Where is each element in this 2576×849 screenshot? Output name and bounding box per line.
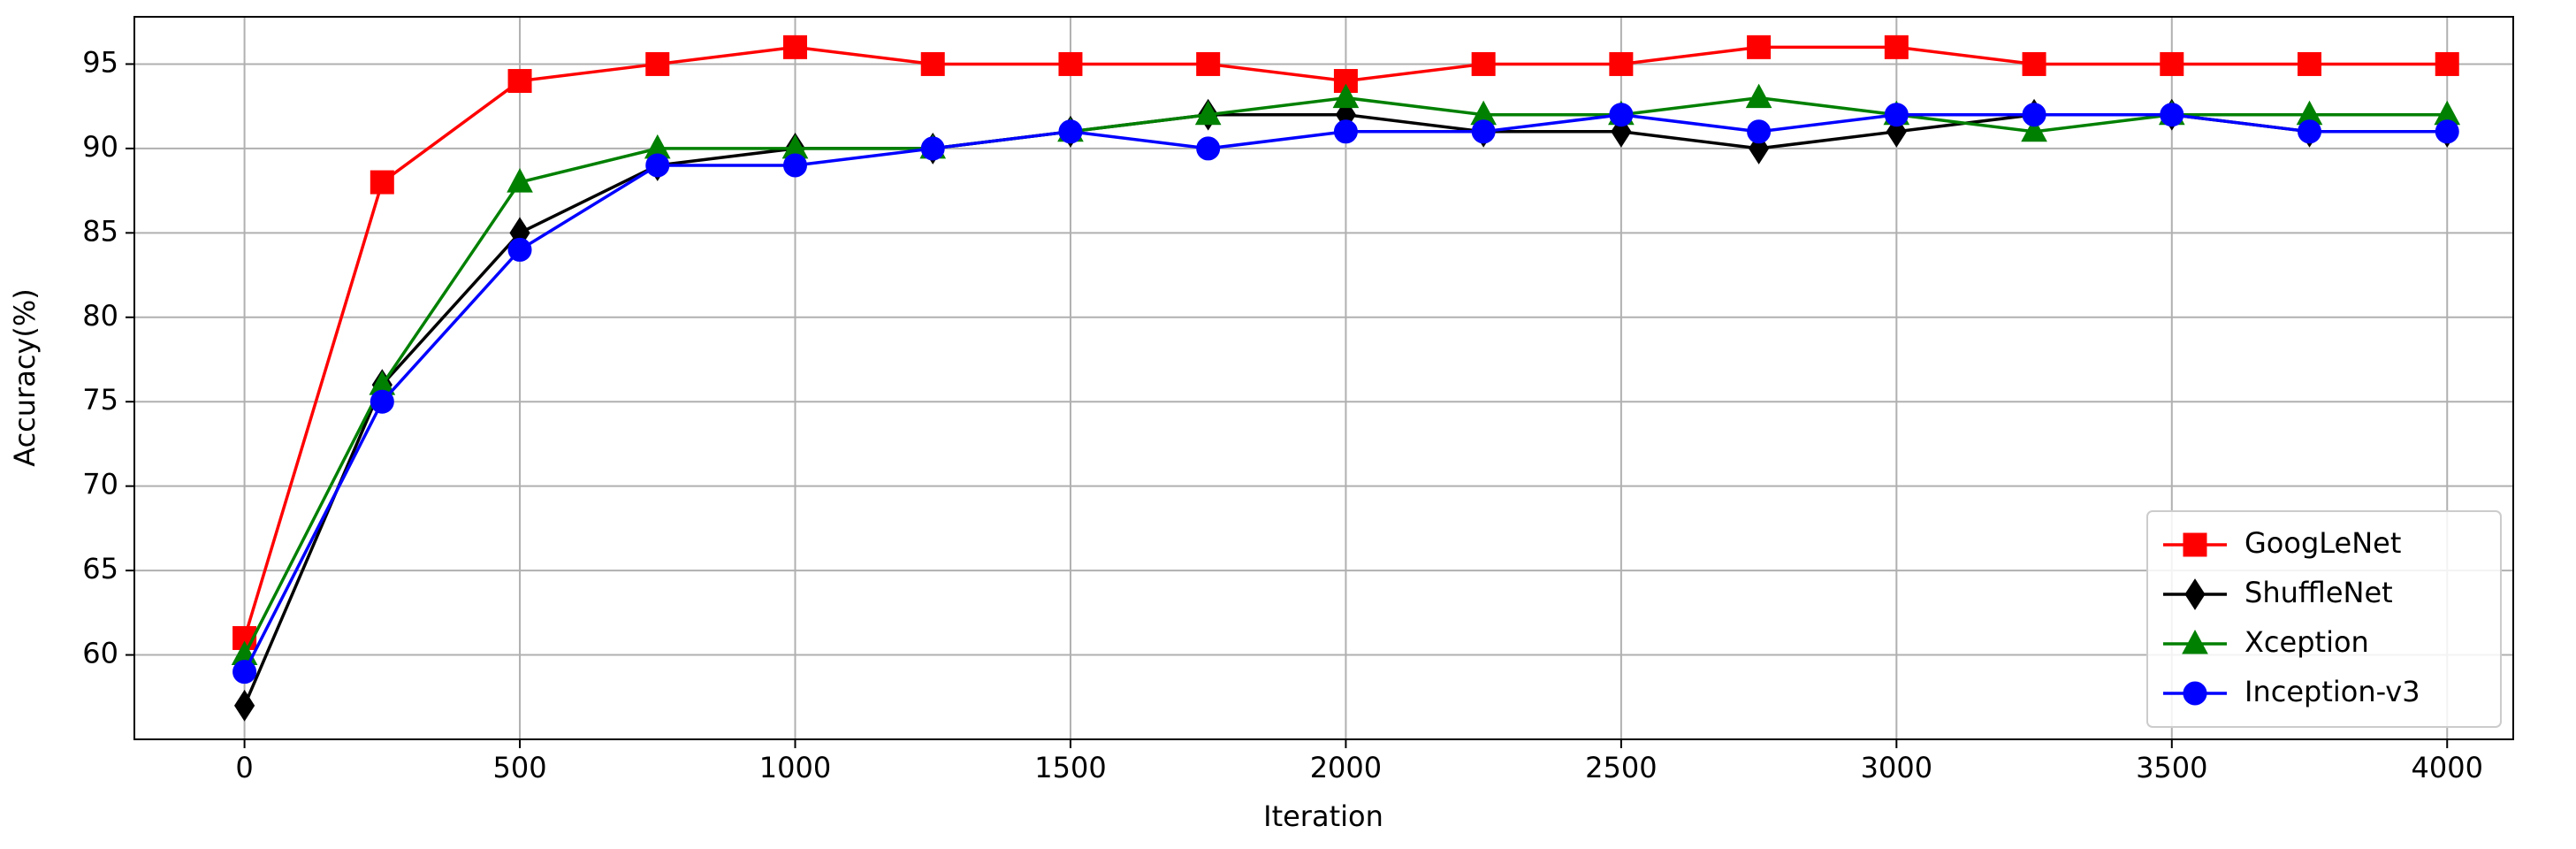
x-tick-label: 1500 (1034, 751, 1106, 784)
legend-label: GoogLeNet (2244, 526, 2401, 560)
y-axis-label: Accuracy(%) (8, 288, 42, 466)
y-tick-label: 90 (82, 130, 118, 164)
x-tick-label: 3500 (2136, 751, 2207, 784)
marker (1747, 119, 1772, 144)
x-tick-label: 2000 (1310, 751, 1382, 784)
y-tick-label: 75 (82, 383, 118, 417)
marker (1332, 83, 1360, 109)
marker (370, 389, 394, 414)
marker (2298, 51, 2322, 76)
y-tick-label: 80 (82, 299, 118, 333)
x-tick-label: 500 (493, 751, 547, 784)
legend-box (2146, 510, 2502, 728)
marker (1609, 51, 1634, 76)
y-tick-label: 85 (82, 214, 118, 248)
marker (1058, 51, 1083, 76)
marker (2182, 629, 2208, 654)
x-tick-label: 1000 (759, 751, 831, 784)
marker (2184, 578, 2206, 610)
marker (1471, 119, 1496, 144)
marker (2435, 51, 2459, 76)
marker (2435, 119, 2459, 144)
marker (2160, 51, 2184, 76)
marker (920, 51, 945, 76)
marker (233, 689, 255, 722)
marker (370, 170, 394, 195)
marker (2160, 103, 2184, 127)
legend-label: Inception-v3 (2244, 675, 2420, 708)
marker (783, 34, 807, 59)
x-axis-label: Iteration (1263, 799, 1383, 833)
x-tick-label: 4000 (2412, 751, 2483, 784)
marker (507, 69, 532, 94)
legend-label: Xception (2244, 625, 2369, 659)
marker (2022, 51, 2046, 76)
y-tick-label: 95 (82, 45, 118, 79)
marker (507, 237, 532, 262)
y-tick-label: 70 (82, 468, 118, 501)
marker (1333, 119, 1358, 144)
marker (2183, 681, 2207, 706)
marker (1884, 103, 1909, 127)
x-tick-label: 2500 (1585, 751, 1657, 784)
marker (645, 153, 670, 178)
y-tick-label: 65 (82, 552, 118, 585)
marker (1609, 103, 1634, 127)
marker (507, 168, 533, 193)
marker (1196, 51, 1221, 76)
marker (1194, 100, 1222, 126)
marker (1058, 119, 1083, 144)
y-tick-label: 60 (82, 637, 118, 670)
x-tick-label: 3000 (1861, 751, 1932, 784)
marker (1196, 136, 1221, 161)
marker (2183, 532, 2207, 557)
marker (232, 660, 257, 685)
marker (1747, 34, 1772, 59)
marker (920, 136, 945, 161)
marker (1884, 34, 1909, 59)
marker (1745, 83, 1772, 109)
legend-label: ShuffleNet (2244, 576, 2393, 609)
plot-area (231, 34, 2461, 722)
marker (783, 153, 807, 178)
axes-frame (133, 16, 2514, 740)
marker (645, 51, 670, 76)
marker (2298, 119, 2322, 144)
x-tick-label: 0 (235, 751, 253, 784)
marker (2022, 103, 2046, 127)
marker (1471, 51, 1496, 76)
legend: GoogLeNet ShuffleNet Xception Inception-v3 (2146, 510, 2502, 728)
marker (2021, 117, 2047, 142)
